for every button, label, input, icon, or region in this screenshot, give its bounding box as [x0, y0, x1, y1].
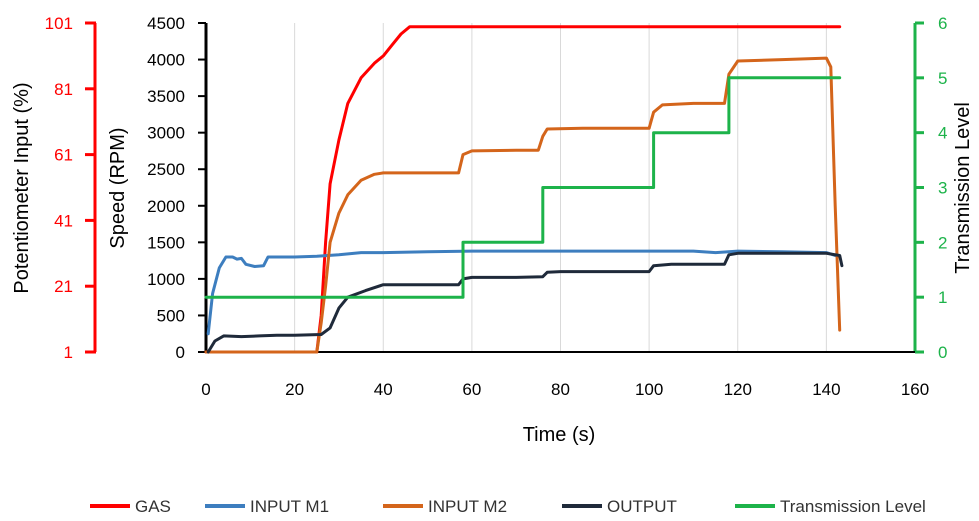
series-line-transmission-level: [204, 76, 842, 299]
series-lines: [204, 25, 844, 354]
transmission-tick-label: 6: [938, 14, 947, 33]
x-tick-label: 160: [901, 380, 929, 399]
potentiometer-tick-label: 61: [54, 146, 73, 165]
legend-label: Transmission Level: [780, 497, 926, 516]
legend-label: OUTPUT: [607, 497, 677, 516]
series-line-gas: [204, 25, 842, 354]
legend: GAS INPUT M1 INPUT M2 OUTPUT Transmission Le…: [90, 497, 926, 516]
speed-tick-label: 500: [157, 306, 185, 325]
transmission-tick-label: 2: [938, 233, 947, 252]
speed-tick-label: 2000: [147, 197, 185, 216]
transmission-axis-title: Transmission Level: [952, 102, 974, 274]
transmission-tick-label: 0: [938, 343, 947, 362]
x-tick-label: 80: [551, 380, 570, 399]
transmission-tick-label: 5: [938, 69, 947, 88]
tick-labels: 0 20 40 60 80 100 120 140 1600500100015002000250…: [45, 14, 948, 399]
transmission-tick-label: 4: [938, 124, 947, 143]
x-tick-label: 40: [374, 380, 393, 399]
speed-tick-label: 1500: [147, 233, 185, 252]
legend-label: INPUT M2: [428, 497, 507, 516]
x-tick-label: 60: [462, 380, 481, 399]
series-line-input-m2: [204, 56, 842, 354]
series-line-output: [206, 251, 844, 354]
legend-label: GAS: [135, 497, 171, 516]
potentiometer-tick-label: 1: [64, 343, 73, 362]
speed-axis-title: Speed (RPM): [107, 127, 129, 248]
axes: [93, 23, 917, 353]
speed-tick-label: 4500: [147, 14, 185, 33]
speed-tick-label: 0: [176, 343, 185, 362]
speed-tick-label: 4000: [147, 51, 185, 70]
x-tick-label: 20: [285, 380, 304, 399]
speed-tick-label: 1000: [147, 270, 185, 289]
x-tick-label: 140: [812, 380, 840, 399]
potentiometer-tick-label: 21: [54, 277, 73, 296]
speed-tick-label: 3000: [147, 124, 185, 143]
speed-tick-label: 2500: [147, 160, 185, 179]
transmission-tick-label: 3: [938, 179, 947, 198]
x-tick-label: 0: [201, 380, 210, 399]
potentiometer-tick-label: 81: [54, 80, 73, 99]
legend-label: INPUT M1: [250, 497, 329, 516]
series-line-input-m1: [206, 249, 842, 336]
potentiometer-tick-label: 41: [54, 211, 73, 230]
x-tick-label: 100: [635, 380, 663, 399]
potentiometer-axis-title: Potentiometer Input (%): [11, 82, 33, 293]
transmission-tick-label: 1: [938, 288, 947, 307]
x-tick-label: 120: [724, 380, 752, 399]
x-axis-title: Time (s): [523, 424, 596, 446]
potentiometer-tick-label: 101: [45, 14, 73, 33]
speed-tick-label: 3500: [147, 87, 185, 106]
